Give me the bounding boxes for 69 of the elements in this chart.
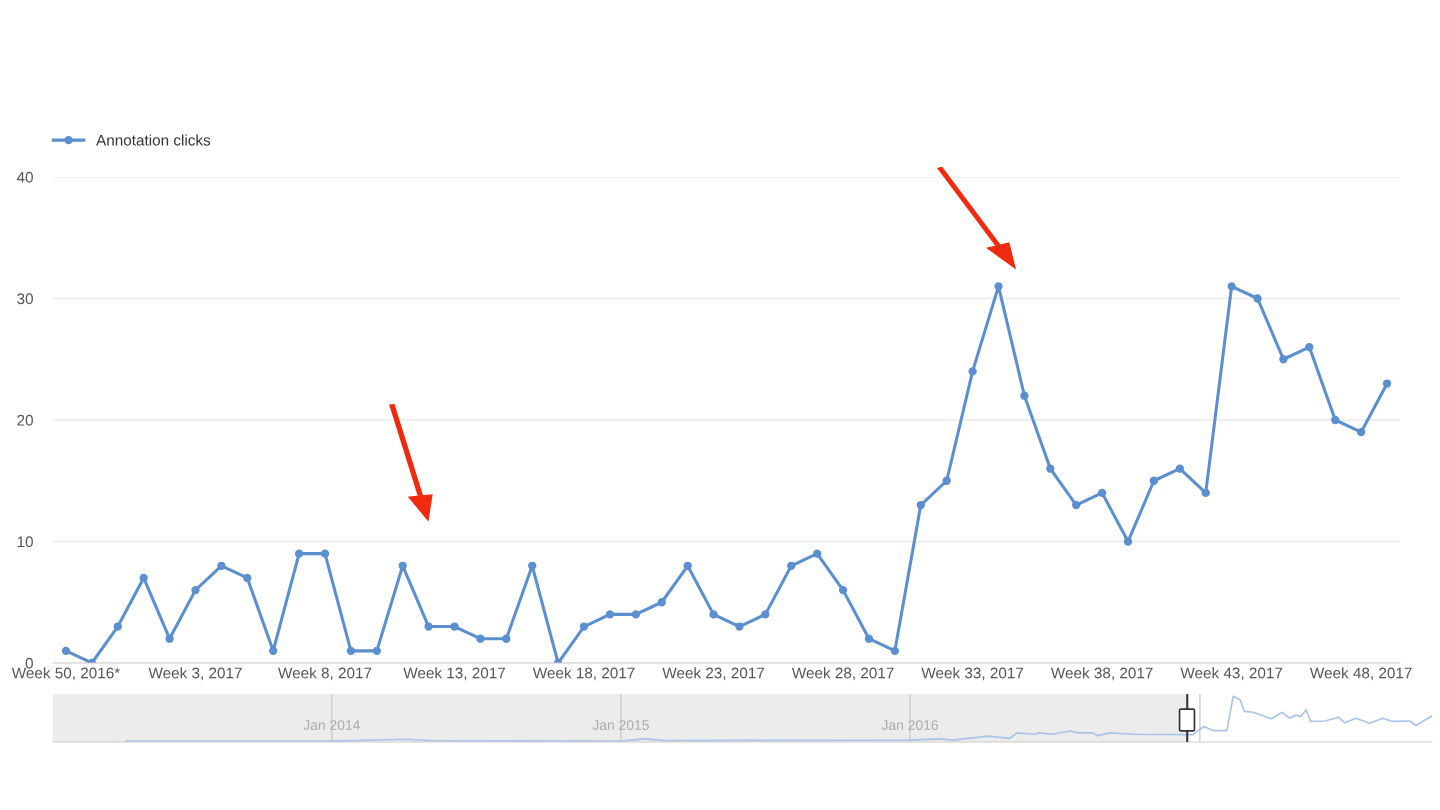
x-tick-label: Week 43, 2017 — [1180, 667, 1283, 681]
point — [605, 610, 615, 619]
x-tick-label: Week 38, 2017 — [1050, 667, 1153, 681]
point — [1175, 464, 1184, 473]
point — [450, 622, 459, 631]
y-tick-label: 40 — [16, 171, 33, 183]
x-tick-label: Jan 2016 — [881, 720, 938, 730]
point — [320, 549, 330, 558]
point — [1149, 476, 1159, 485]
x-tick-label: Jan 2015 — [592, 720, 649, 730]
point — [191, 585, 200, 595]
legend-label: Annotation clicks — [96, 134, 211, 146]
point — [709, 610, 718, 619]
point — [761, 610, 770, 619]
point — [269, 646, 278, 656]
point — [1279, 355, 1288, 364]
point — [165, 634, 174, 643]
point — [1382, 379, 1392, 388]
x-tick-label: Jan 2014 — [303, 720, 360, 730]
point — [657, 598, 666, 607]
point — [735, 622, 744, 631]
point — [631, 610, 641, 619]
x-tick-label: Week 50, 2016* — [11, 667, 120, 681]
point — [1123, 537, 1133, 546]
y-tick-label: 20 — [17, 414, 33, 426]
point — [1046, 464, 1055, 473]
point — [1331, 415, 1340, 425]
point — [372, 646, 381, 656]
point — [294, 549, 304, 558]
point — [890, 646, 900, 656]
x-tick-label: Week 3, 2017 — [148, 667, 242, 681]
point — [1227, 282, 1236, 291]
point — [1072, 500, 1081, 510]
point — [217, 561, 226, 570]
point — [398, 561, 407, 570]
point — [812, 549, 822, 558]
point — [346, 646, 356, 656]
point — [243, 573, 252, 583]
y-tick-label: 30 — [17, 293, 33, 305]
point — [864, 634, 874, 643]
point — [683, 561, 692, 570]
x-tick-label: Week 18, 2017 — [532, 667, 635, 681]
point — [838, 585, 848, 595]
point — [994, 282, 1003, 291]
point — [1305, 342, 1314, 352]
point — [579, 622, 589, 631]
y-tick-label: 0 — [25, 657, 33, 669]
point — [476, 634, 485, 643]
x-tick-label: Week 13, 2017 — [403, 667, 505, 681]
point — [1356, 427, 1366, 437]
point — [1201, 488, 1210, 498]
point — [968, 367, 977, 376]
point — [1097, 488, 1107, 498]
point — [113, 622, 122, 631]
point — [502, 634, 511, 643]
point — [528, 561, 537, 570]
x-tick-label: Week 28, 2017 — [791, 667, 894, 681]
x-tick-label: Week 8, 2017 — [278, 667, 372, 681]
x-tick-label: Week 48, 2017 — [1309, 667, 1412, 681]
point — [424, 622, 433, 631]
point — [787, 561, 796, 570]
x-tick-label: Week 33, 2017 — [921, 667, 1024, 681]
y-tick-label: 10 — [17, 536, 33, 548]
x-tick-label: Week 23, 2017 — [662, 667, 765, 681]
point — [1253, 294, 1262, 303]
point — [61, 646, 71, 656]
point — [942, 476, 951, 485]
point — [1020, 391, 1029, 400]
point — [916, 500, 925, 510]
